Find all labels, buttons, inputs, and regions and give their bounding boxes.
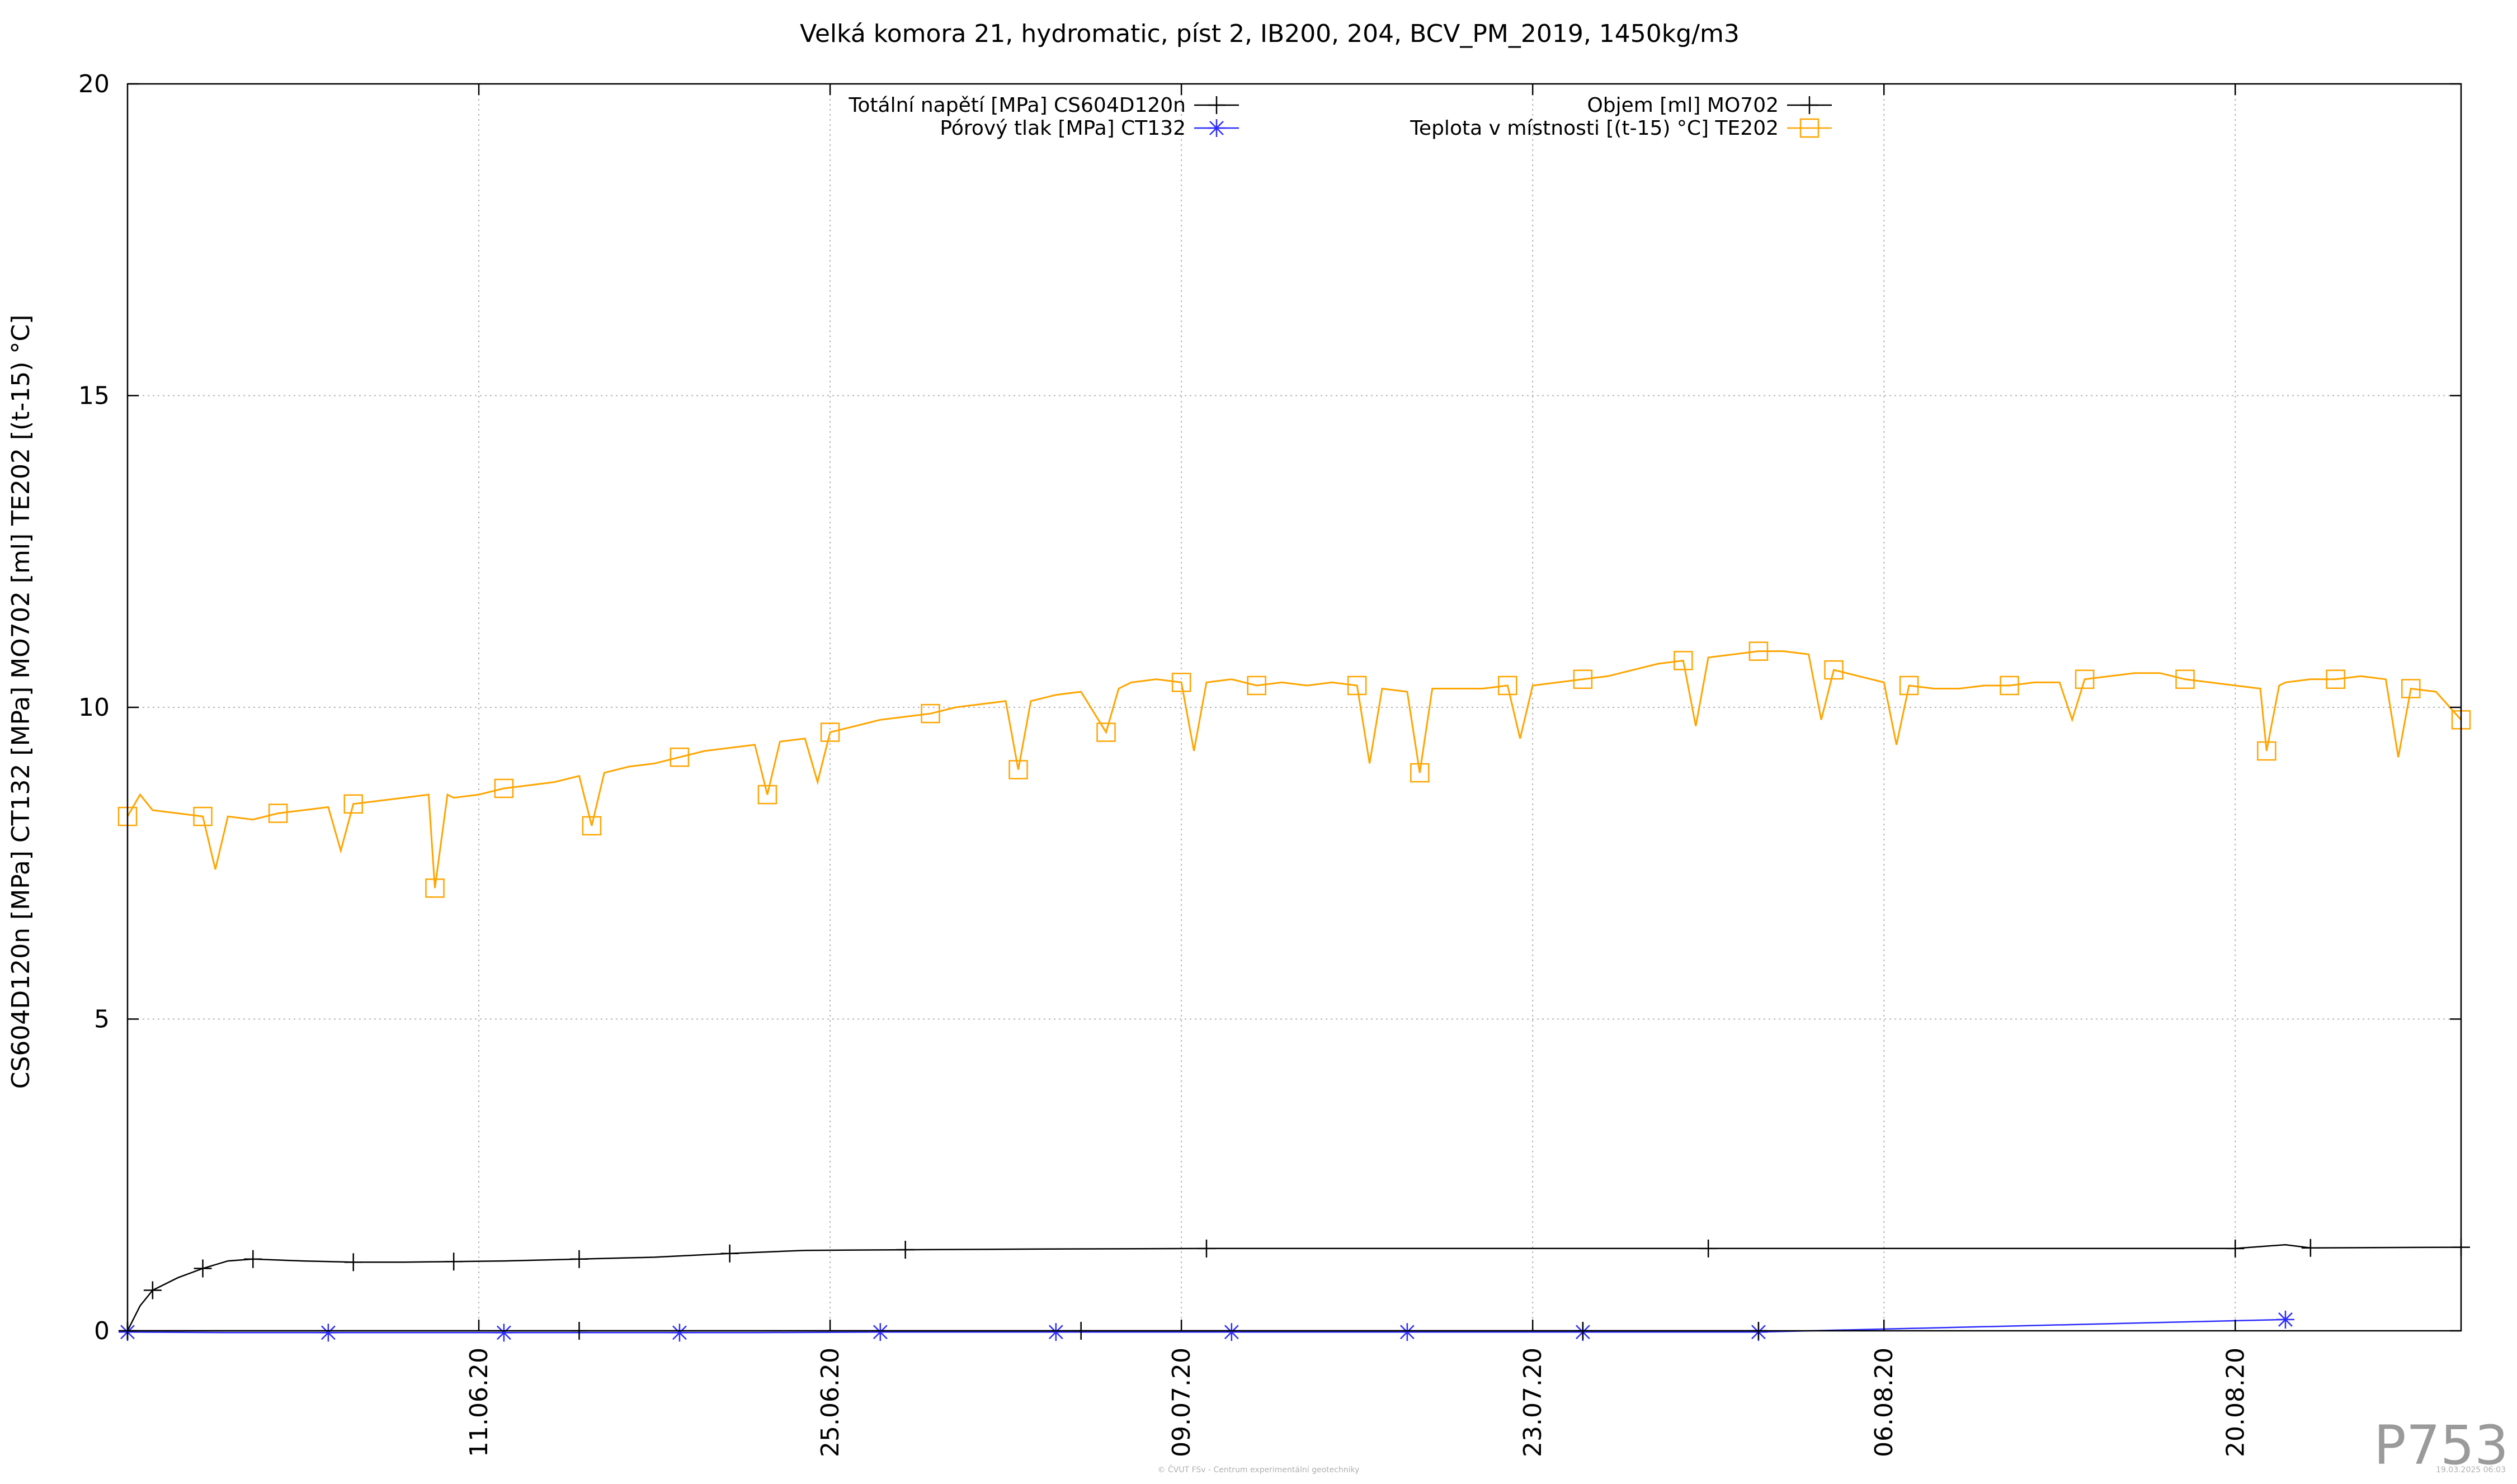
data-point <box>570 1250 588 1268</box>
data-point <box>670 1324 689 1342</box>
legend-label: Pórový tlak [MPa] CT132 <box>940 117 1186 140</box>
data-point <box>2000 675 2019 696</box>
x-tick-label: 06.08.20 <box>1870 1348 1898 1457</box>
data-point <box>344 1253 362 1272</box>
data-point <box>2326 669 2345 689</box>
series-line <box>126 650 2462 888</box>
grid-lines <box>128 84 2461 1331</box>
data-point <box>2401 679 2421 698</box>
data-point <box>896 1241 915 1259</box>
data-point <box>921 703 940 724</box>
data-point <box>2276 1310 2294 1329</box>
data-point <box>494 1324 513 1342</box>
data-point <box>757 784 777 805</box>
data-point <box>2257 741 2276 761</box>
legend-entry: Pórový tlak [MPa] CT132 <box>940 117 1239 140</box>
data-point <box>425 878 445 898</box>
data-point <box>268 804 288 823</box>
footer-timestamp: 19.03.2025 06:03 <box>2436 1466 2506 1474</box>
x-tick-label: 09.07.20 <box>1167 1348 1196 1457</box>
y-axis-label: CS604D120n [MPa] CT132 [MPa] MO702 [ml] … <box>7 315 35 1089</box>
chart-title: Velká komora 21, hydromatic, píst 2, IB2… <box>800 20 1740 48</box>
watermark: P753 <box>2374 1414 2509 1477</box>
data-point <box>1222 1323 1241 1341</box>
data-point <box>1748 641 1769 661</box>
data-point <box>194 1259 212 1278</box>
series-line <box>127 1318 2286 1334</box>
y-tick-label: 0 <box>94 1317 110 1345</box>
data-point <box>1498 675 1517 696</box>
data-point <box>2226 1239 2245 1258</box>
legend-marker <box>1208 96 1225 114</box>
data-point <box>143 1281 162 1299</box>
data-point <box>1699 1239 1718 1258</box>
y-tick-label: 20 <box>78 70 110 98</box>
data-point <box>1008 760 1028 779</box>
data-point <box>494 778 514 798</box>
data-point <box>1398 1323 1416 1341</box>
legend-label: Teplota v místnosti [(t-15) °C] TE202 <box>1410 117 1779 140</box>
data-point <box>1573 669 1593 689</box>
y-tick-label: 15 <box>78 382 110 410</box>
y-tick-label: 5 <box>94 1005 110 1034</box>
data-point <box>319 1324 337 1342</box>
data-point <box>871 1323 889 1341</box>
data-point <box>720 1244 739 1263</box>
legend-entry: Objem [ml] MO702 <box>1587 94 1832 117</box>
data-point <box>820 722 840 742</box>
data-point <box>2175 669 2195 689</box>
data-point <box>1171 673 1191 692</box>
data-point <box>2075 669 2095 689</box>
data-point <box>582 816 602 836</box>
x-tick-label: 20.08.20 <box>2221 1348 2250 1457</box>
data-point <box>1899 675 1919 696</box>
legend-label: Totální napětí [MPa] CS604D120n <box>849 94 1186 117</box>
data-point <box>1197 1239 1215 1258</box>
x-tick-label: 11.06.20 <box>465 1348 493 1457</box>
data-point <box>1410 763 1430 783</box>
legend-marker <box>1800 96 1818 114</box>
data-point <box>244 1250 262 1268</box>
legend-marker <box>1208 119 1225 137</box>
data-point <box>670 747 690 767</box>
legend-entry: Teplota v místnosti [(t-15) °C] TE202 <box>1410 117 1832 140</box>
y-tick-label: 10 <box>78 693 110 722</box>
data-point <box>193 806 213 826</box>
legend-label: Objem [ml] MO702 <box>1587 94 1779 117</box>
x-tick-label: 25.06.20 <box>816 1348 845 1457</box>
data-point <box>1247 675 1266 696</box>
data-point <box>343 794 363 814</box>
data-point <box>2301 1239 2320 1257</box>
data-point <box>1674 651 1693 670</box>
data-point <box>445 1253 463 1271</box>
data-point <box>1047 1323 1065 1341</box>
axis-ticks: 0 5 10 15 20 11.06.20 25.06.20 09.07.20 23.07.20… <box>78 70 2461 1457</box>
data-point <box>1347 675 1367 696</box>
x-tick-label: 23.07.20 <box>1519 1348 1547 1457</box>
legend-marker <box>1799 118 1820 138</box>
footer-credit: © ČVUT FSv - Centrum experimentální geot… <box>1158 1464 1360 1474</box>
data-point <box>1096 722 1116 742</box>
data-point <box>1824 660 1844 680</box>
series-line <box>126 1244 2462 1331</box>
legend-entry: Totální napětí [MPa] CS604D120n <box>849 94 1239 117</box>
